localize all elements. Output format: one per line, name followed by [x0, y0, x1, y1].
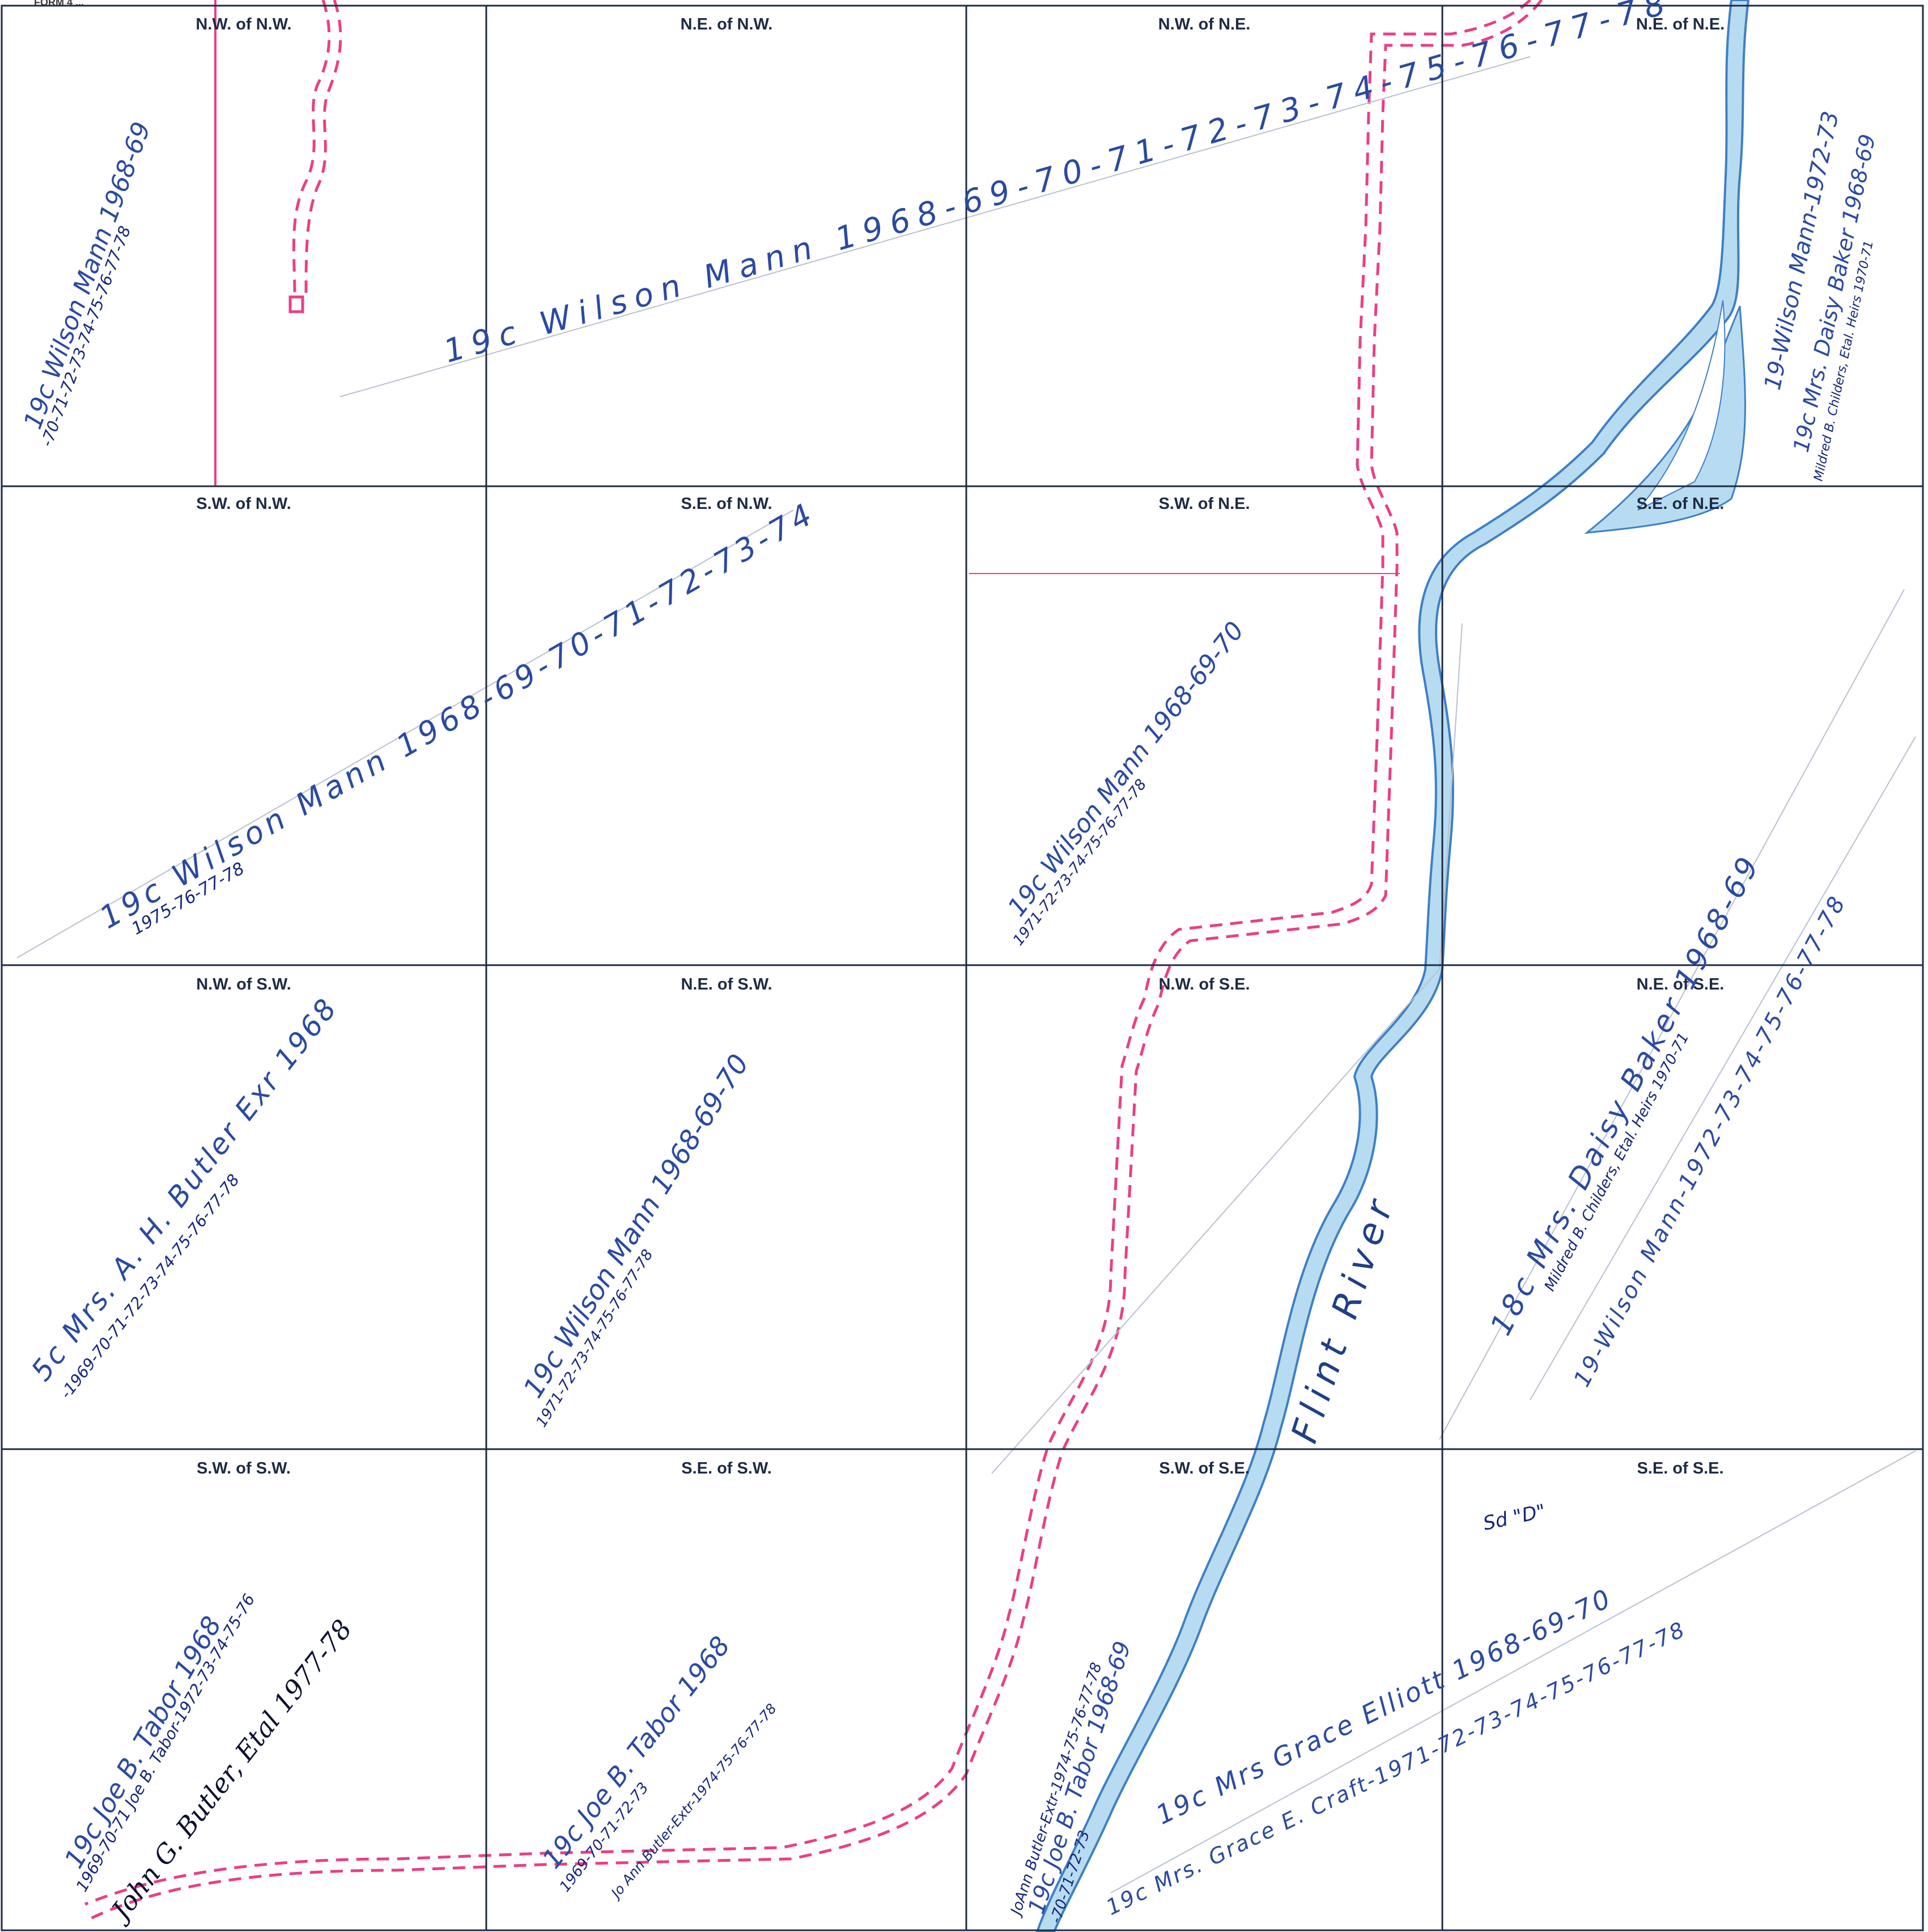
- section-border: [1, 5, 1924, 1931]
- label-nw-of-se: N.W. of S.E.: [1158, 975, 1250, 993]
- river-island: [1637, 300, 1726, 511]
- note-se-se-craft: 19c Mrs. Grace E. Craft-1971-72-73-74-75…: [1102, 1616, 1690, 1920]
- note-se-sw-owner: 19c Joe B. Tabor 1968: [536, 1630, 736, 1874]
- note-nw-sw-years: -1969-70-71-72-73-74-75-76-77-78: [57, 1171, 243, 1403]
- note-sw-sw-owner: 19c Joe B. Tabor 1968: [58, 1611, 227, 1874]
- label-ne-of-ne: N.E. of N.E.: [1636, 15, 1725, 33]
- label-ne-of-se: N.E. of S.E.: [1637, 975, 1725, 993]
- note-sd: Sd "D": [1481, 1500, 1548, 1535]
- label-se-of-sw: S.E. of S.W.: [681, 1459, 772, 1477]
- road-main-west: [84, 0, 1531, 1906]
- label-sw-of-sw: S.W. of S.W.: [197, 1459, 291, 1477]
- label-sw-of-nw: S.W. of N.W.: [196, 495, 291, 513]
- flint-river: [1035, 0, 1750, 1932]
- note-ne-sw-owner: 19c Wilson Mann 1968-69-70: [517, 1049, 755, 1404]
- note-sw-ne-years: 1971-72-73-74-75-76-77-78: [1010, 776, 1150, 949]
- section-grid: [1, 5, 1924, 1931]
- road-main-east: [84, 0, 1543, 1923]
- quarter-labels: N.W. of N.W. N.E. of N.W. N.W. of N.E. N…: [196, 15, 1725, 1477]
- note-east-childers: Mildred B. Childers, Etal. Heirs 1970-71: [1541, 1030, 1693, 1294]
- label-se-of-se: S.E. of S.E.: [1637, 1459, 1723, 1477]
- label-sw-of-se: S.W. of S.E.: [1159, 1459, 1250, 1477]
- label-sw-of-ne: S.W. of N.E.: [1158, 495, 1250, 513]
- note-nw-nw-owner: 19c Wilson Mann 1968-69: [18, 118, 156, 432]
- note-se-nw-owner: 19c Wilson Mann 1968-69-70-71-72-73-74: [94, 495, 822, 936]
- river-branch: [1584, 305, 1746, 534]
- label-se-of-nw: S.E. of N.W.: [681, 495, 772, 513]
- label-se-of-ne: S.E. of N.E.: [1637, 495, 1725, 513]
- label-ne-of-nw: N.E. of N.W.: [681, 15, 773, 33]
- corner-header: FORM 4 ...: [34, 0, 84, 8]
- note-nw-sw-owner: 5c Mrs. A. H. Butler Exr 1968: [25, 991, 344, 1387]
- label-ne-of-sw: N.E. of S.W.: [681, 975, 772, 993]
- label-nw-of-nw: N.W. of N.W.: [196, 15, 291, 33]
- road-end-marker: [288, 295, 304, 313]
- roads: [84, 0, 1543, 1923]
- label-nw-of-sw: N.W. of S.W.: [196, 975, 291, 993]
- label-nw-of-ne: N.W. of N.E.: [1158, 15, 1251, 33]
- river-channel: [1035, 0, 1750, 1932]
- road-nw-edge: [304, 0, 342, 295]
- note-north-owner: 19c Wilson Mann 1968-69-70-71-72-73-74-7…: [440, 0, 1676, 370]
- note-sw-ne-owner: 19c Wilson Mann 1968-69-70: [1002, 617, 1250, 922]
- road-nw: [292, 0, 331, 295]
- guide-lines: [16, 56, 1916, 1893]
